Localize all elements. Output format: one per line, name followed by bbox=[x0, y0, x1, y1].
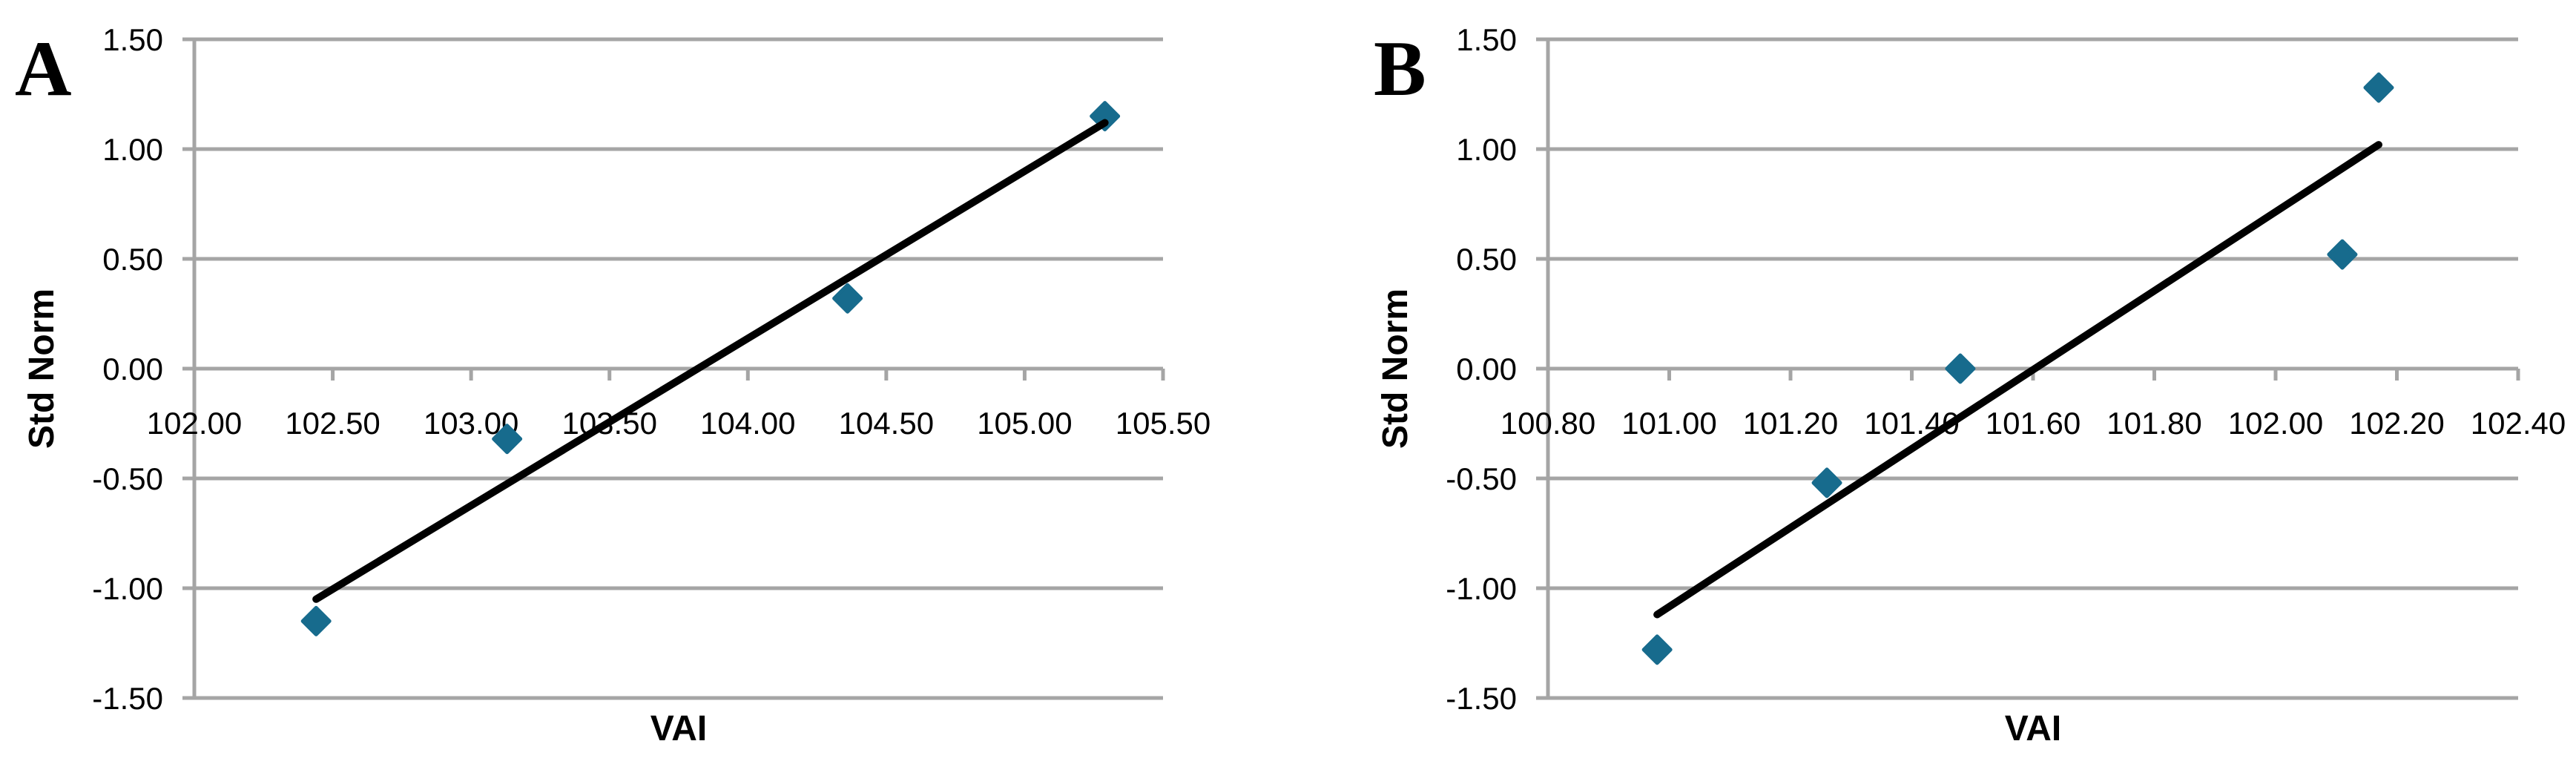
y-tick-label: -1.00 bbox=[1446, 571, 1517, 606]
y-axis-title: Std Norm bbox=[1376, 289, 1415, 449]
data-point-marker bbox=[2363, 72, 2394, 103]
y-tick-label: -1.50 bbox=[92, 681, 163, 716]
data-point-marker bbox=[2327, 239, 2358, 270]
x-tick-label: 105.00 bbox=[977, 406, 1072, 441]
x-tick-label: 101.20 bbox=[1743, 406, 1838, 441]
y-axis-title: Std Norm bbox=[22, 289, 62, 449]
y-tick-label: 1.50 bbox=[1456, 22, 1517, 57]
y-tick-label: -1.00 bbox=[92, 571, 163, 606]
x-tick-label: 101.80 bbox=[2106, 406, 2201, 441]
panel-label-A: A bbox=[15, 25, 72, 112]
x-tick-label: 102.20 bbox=[2349, 406, 2444, 441]
y-tick-label: -0.50 bbox=[1446, 461, 1517, 496]
data-point-marker bbox=[1641, 634, 1673, 665]
y-tick-label: 0.00 bbox=[1456, 352, 1517, 386]
y-tick-label: 1.00 bbox=[1456, 132, 1517, 167]
x-tick-label: 104.50 bbox=[839, 406, 934, 441]
y-tick-label: -1.50 bbox=[1446, 681, 1517, 716]
y-tick-label: 1.00 bbox=[102, 132, 163, 167]
trendline bbox=[312, 119, 1109, 603]
y-tick-label: 0.50 bbox=[102, 242, 163, 277]
chart-panel-A: 1.50 1.00 0.50 0.00 -0.50 -1.00 -1.50 102.00 102… bbox=[15, 22, 1210, 748]
x-axis-title: VAI bbox=[2005, 709, 2061, 748]
data-point-marker bbox=[832, 283, 863, 314]
y-tick-label: -0.50 bbox=[92, 461, 163, 496]
y-tick-label: 0.50 bbox=[1456, 242, 1517, 277]
x-tick-label: 102.00 bbox=[2228, 406, 2323, 441]
x-axis-title: VAI bbox=[650, 709, 707, 748]
x-tick-label: 102.00 bbox=[147, 406, 242, 441]
data-point-marker bbox=[1945, 353, 1976, 384]
x-tick-label: 102.40 bbox=[2471, 406, 2566, 441]
data-point-marker bbox=[300, 605, 332, 636]
x-tick-label: 101.40 bbox=[1864, 406, 1959, 441]
y-tick-label: 0.00 bbox=[102, 352, 163, 386]
x-tick-label: 102.50 bbox=[285, 406, 380, 441]
panel-label-B: B bbox=[1374, 25, 1426, 112]
data-point-marker bbox=[1811, 467, 1842, 498]
data-point-marker bbox=[492, 424, 523, 455]
x-tick-label: 105.50 bbox=[1116, 406, 1210, 441]
x-tick-label: 100.80 bbox=[1501, 406, 1595, 441]
x-tick-label: 101.60 bbox=[1986, 406, 2081, 441]
trendline bbox=[1653, 141, 2382, 619]
x-tick-label: 101.00 bbox=[1621, 406, 1716, 441]
y-tick-label: 1.50 bbox=[102, 22, 163, 57]
x-tick-label: 104.00 bbox=[700, 406, 795, 441]
chart-panel-B: 1.50 1.00 0.50 0.00 -0.50 -1.00 -1.50 100.80 101… bbox=[1374, 22, 2566, 748]
